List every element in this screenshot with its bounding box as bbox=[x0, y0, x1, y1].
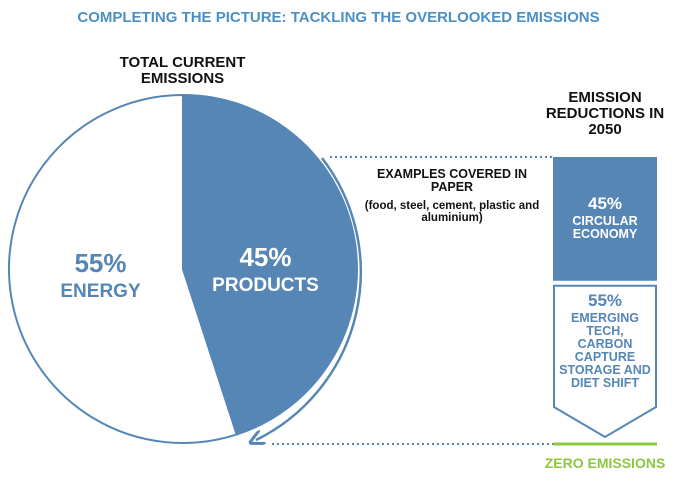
bar-segment bbox=[553, 284, 657, 439]
segment-label: EMERGING TECH, CARBON CAPTURE STORAGE AN… bbox=[559, 310, 651, 391]
segment-value-label: 55% bbox=[587, 290, 623, 310]
bar-title: EMISSION REDUCTIONS IN 2050 bbox=[545, 89, 665, 138]
page-title: COMPLETING THE PICTURE: TACKLING THE OVE… bbox=[77, 9, 600, 26]
slice-value-label: 45% bbox=[239, 242, 292, 273]
slice-value-label: 55% bbox=[74, 247, 127, 278]
curved-arrow bbox=[256, 157, 363, 440]
zero-label: ZERO EMISSIONS bbox=[544, 455, 666, 471]
slice-label: PRODUCTS bbox=[212, 275, 319, 297]
slice-label: ENERGY bbox=[60, 280, 141, 302]
segment-label: CIRCULAR ECONOMY bbox=[572, 214, 638, 242]
pie-slice bbox=[8, 93, 239, 444]
annotation-detail: (food, steel, cement, plastic and alumin… bbox=[364, 200, 540, 225]
pie-title: TOTAL CURRENT EMISSIONS bbox=[119, 54, 246, 87]
pie-slice bbox=[182, 93, 359, 436]
segment-value-label: 45% bbox=[587, 194, 623, 213]
bar-segment bbox=[553, 157, 657, 281]
annotation: EXAMPLES COVERED IN PAPER bbox=[376, 167, 528, 195]
